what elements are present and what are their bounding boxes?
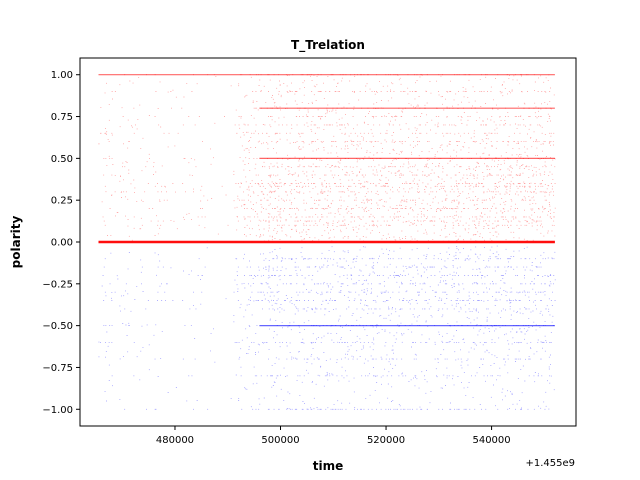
- y-axis: 1.00 0.75 0.50 0.25 0.00 −0.25 −0.50 −0.75 −1.00: [42, 70, 80, 416]
- y-axis-label: polarity: [9, 216, 23, 269]
- x-tick-label: 520000: [367, 435, 405, 446]
- y-tick-label: 0.50: [51, 154, 73, 165]
- y-tick-label: −0.25: [42, 279, 73, 290]
- x-tick-label: 500000: [261, 435, 299, 446]
- series-negative-points: [98, 245, 556, 410]
- y-tick-label: 0.75: [51, 112, 73, 123]
- x-tick-label: 480000: [156, 435, 194, 446]
- y-tick-label: −0.75: [42, 363, 73, 374]
- y-tick-label: 0.00: [51, 238, 73, 249]
- y-tick-label: 0.25: [51, 196, 73, 207]
- y-tick-label: −1.00: [42, 405, 73, 416]
- x-axis: 480000 500000 520000 540000: [156, 426, 511, 446]
- data-points: [98, 74, 556, 410]
- chart-title: T_Trelation: [291, 38, 365, 53]
- y-tick-label: −0.50: [42, 321, 73, 332]
- series-positive-points: [98, 74, 556, 243]
- x-tick-label: 540000: [472, 435, 510, 446]
- y-tick-label: 1.00: [51, 70, 73, 81]
- x-axis-label: time: [313, 459, 344, 473]
- x-offset-label: +1.455e9: [525, 458, 575, 469]
